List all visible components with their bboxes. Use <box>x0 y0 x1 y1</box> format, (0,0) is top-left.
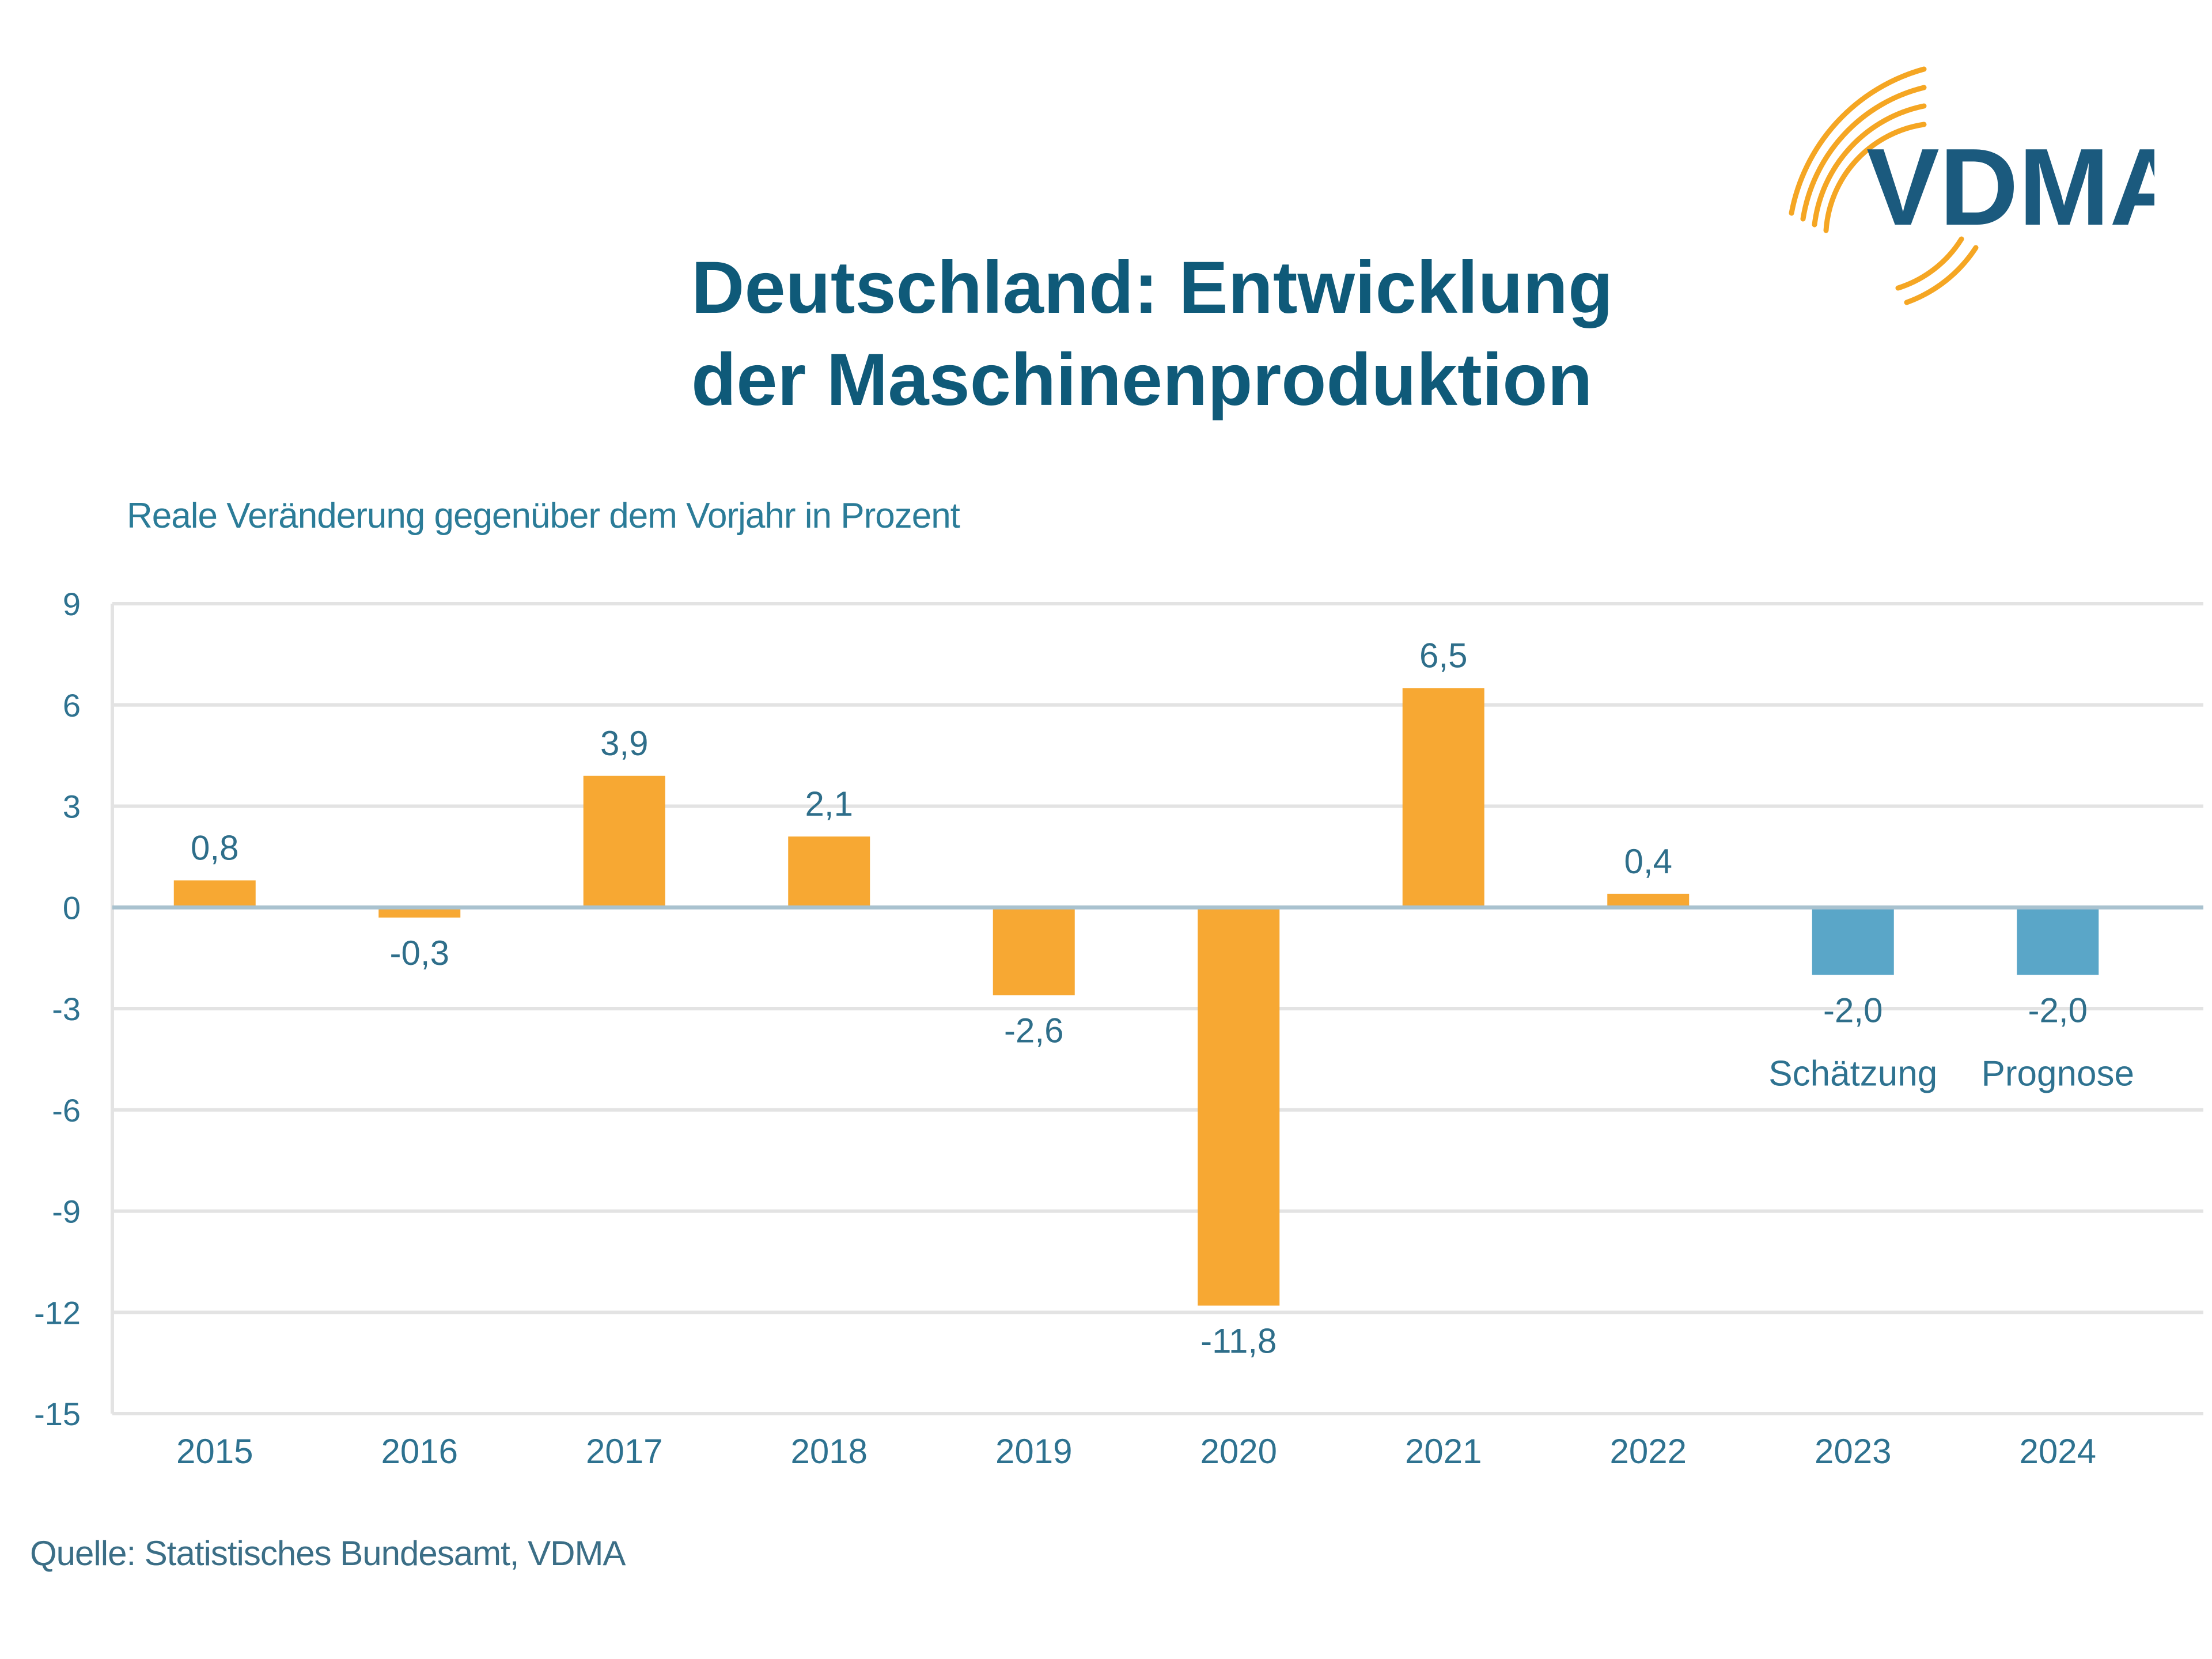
x-tick-label-2016: 2016 <box>381 1432 458 1471</box>
bar-2016 <box>378 907 461 918</box>
bar-2024 <box>2017 907 2099 975</box>
x-axis-labels: 2015 2016 2017 2018 2019 2020 2021 2022 2023 2024 <box>176 1432 2096 1471</box>
y-tick-label: -12 <box>34 1294 81 1331</box>
bar-2020 <box>1198 907 1280 1306</box>
value-label-2024: -2,0 <box>2028 991 2088 1029</box>
y-tick-label: -3 <box>52 991 81 1027</box>
chart-subtitle: Reale Veränderung gegenüber dem Vorjahr … <box>127 496 960 536</box>
y-tick-label: 3 <box>63 789 81 825</box>
bar-2018 <box>788 836 870 908</box>
x-tick-label-2021: 2021 <box>1405 1432 1482 1471</box>
data-labels: 0,8 -0,3 3,9 2,1 -2,6 -11,8 6,5 0,4 -2,0 Schätzun… <box>191 636 2134 1360</box>
x-tick-label-2024: 2024 <box>2020 1432 2096 1471</box>
grid-lines <box>112 602 2203 1415</box>
annotation-2023: Schätzung <box>1768 1054 1937 1093</box>
value-label-2019: -2,6 <box>1004 1012 1063 1050</box>
vdma-logo: VDMA <box>1789 66 2154 305</box>
value-label-2020: -11,8 <box>1200 1322 1277 1361</box>
y-tick-label: 9 <box>63 586 81 622</box>
chart-title-line-2: der Maschinenproduktion <box>691 339 1593 421</box>
bar-2021 <box>1402 688 1484 908</box>
y-tick-label: -6 <box>52 1092 81 1128</box>
annotation-2024: Prognose <box>1982 1054 2134 1093</box>
x-tick-label-2019: 2019 <box>995 1432 1072 1471</box>
y-tick-label: -9 <box>52 1194 81 1230</box>
y-tick-label: 6 <box>63 687 81 724</box>
bar-2023 <box>1812 907 1894 975</box>
source-note: Quelle: Statistisches Bundesamt, VDMA <box>30 1534 626 1573</box>
bar-2015 <box>173 880 256 908</box>
value-label-2022: 0,4 <box>1624 842 1672 881</box>
x-tick-label-2022: 2022 <box>1610 1432 1687 1471</box>
value-label-2016: -0,3 <box>390 934 449 972</box>
chart-title: Deutschland: Entwicklung der Maschinenpr… <box>691 242 1843 426</box>
value-label-2015: 0,8 <box>191 828 238 867</box>
logo-arcs <box>1789 66 1979 305</box>
y-tick-label: 0 <box>63 889 81 926</box>
value-label-2017: 3,9 <box>600 724 648 763</box>
x-tick-label-2023: 2023 <box>1815 1432 1891 1471</box>
y-axis-ticks: 9 6 3 0 -3 -6 -9 -12 -15 <box>34 586 81 1432</box>
y-tick-label: -15 <box>34 1396 81 1432</box>
bar-2022 <box>1607 893 1690 908</box>
logo-text: VDMA <box>1866 126 2154 248</box>
x-tick-label-2017: 2017 <box>586 1432 662 1471</box>
bar-2017 <box>583 775 665 908</box>
x-tick-label-2018: 2018 <box>791 1432 868 1471</box>
bars <box>173 688 2099 1306</box>
value-label-2023: -2,0 <box>1823 991 1883 1029</box>
value-label-2021: 6,5 <box>1419 636 1467 675</box>
chart-title-line-1: Deutschland: Entwicklung <box>691 247 1613 329</box>
x-tick-label-2020: 2020 <box>1200 1432 1277 1471</box>
value-label-2018: 2,1 <box>805 785 853 823</box>
x-tick-label-2015: 2015 <box>176 1432 253 1471</box>
bar-2019 <box>993 907 1075 995</box>
